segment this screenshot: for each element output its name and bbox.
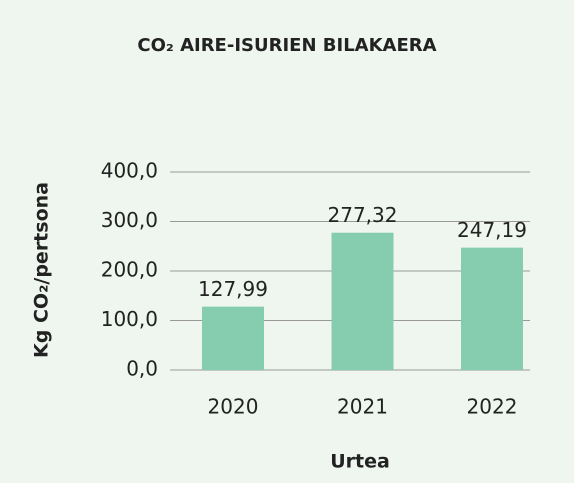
bar (331, 232, 394, 370)
value-label: 277,32 (328, 203, 398, 227)
y-tick-label: 200,0 (101, 258, 158, 282)
value-label: 247,19 (457, 218, 527, 242)
y-tick-label: 0,0 (126, 357, 158, 381)
y-tick-label: 400,0 (101, 159, 158, 183)
chart-title: CO₂ AIRE-ISURIEN BILAKAERA (137, 35, 436, 56)
bar (202, 306, 264, 370)
value-label: 127,99 (198, 277, 268, 301)
x-tick-label: 2021 (337, 395, 388, 419)
x-tick-label: 2022 (467, 395, 518, 419)
bar (461, 247, 523, 370)
y-tick-label: 300,0 (101, 208, 158, 232)
y-tick-label: 100,0 (101, 307, 158, 331)
y-axis-label: Kg CO₂/pertsona (31, 182, 53, 358)
x-axis-label: Urtea (330, 451, 390, 473)
x-tick-label: 2020 (208, 395, 259, 419)
